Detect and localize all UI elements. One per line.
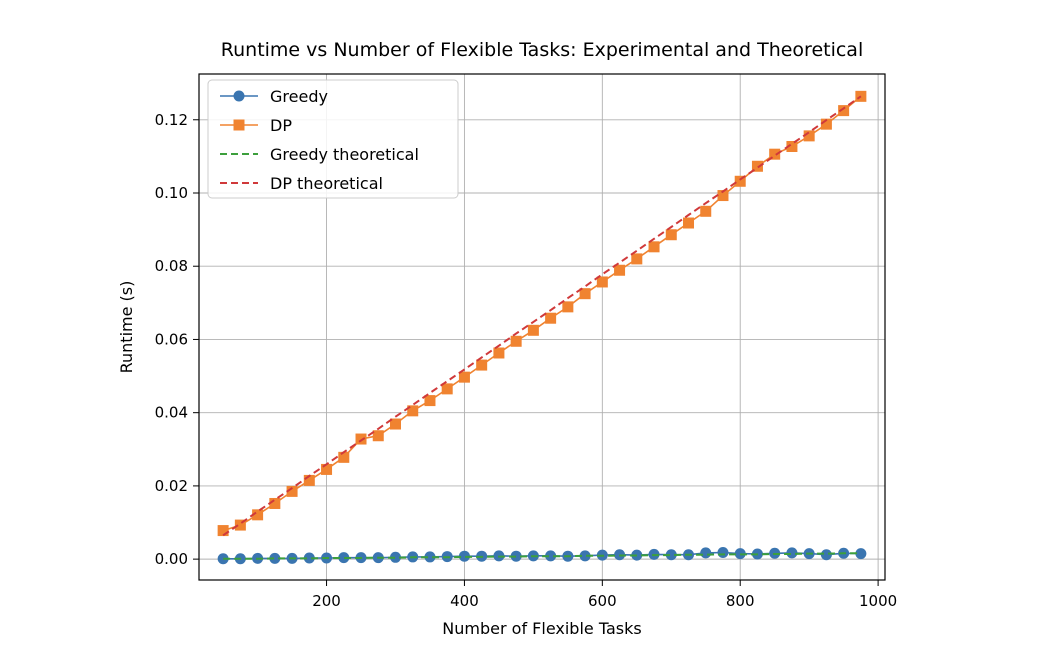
dp-point — [596, 276, 608, 288]
dp-point — [803, 130, 815, 142]
plot-frame — [198, 73, 886, 581]
greedy-point — [389, 551, 401, 563]
legend-item-dp: DP — [220, 116, 292, 135]
legend-label: Greedy — [270, 87, 328, 106]
dp-point — [545, 312, 557, 324]
dp-point — [631, 253, 643, 265]
greedy-point — [820, 549, 832, 561]
y-axis-label: Runtime (s) — [117, 281, 136, 374]
x-tick-label: 200 — [312, 592, 341, 610]
greedy-point — [579, 550, 591, 562]
dp-point — [700, 205, 712, 217]
dp-point — [234, 519, 246, 531]
greedy-point — [269, 552, 281, 564]
y-tick-label: 0.08 — [155, 257, 188, 275]
y-tick-label: 0.02 — [155, 477, 188, 495]
greedy-point — [303, 552, 315, 564]
dp-point — [286, 485, 298, 497]
dp-point — [389, 418, 401, 430]
dp-theoretical-line — [222, 95, 862, 537]
greedy-point — [458, 550, 470, 562]
chart-title: Runtime vs Number of Flexible Tasks: Exp… — [221, 39, 863, 61]
dp-point — [510, 335, 522, 347]
x-tick-label: 800 — [726, 592, 755, 610]
dp-point — [458, 371, 470, 383]
dp-point — [441, 383, 453, 395]
dp-point — [252, 509, 264, 521]
dp-point — [665, 229, 677, 241]
dp-point — [786, 140, 798, 152]
dp-point — [820, 118, 832, 130]
dp-point — [321, 463, 333, 475]
dp-point — [683, 217, 695, 229]
series-greedy — [217, 547, 867, 565]
dp-point — [355, 433, 367, 445]
legend-marker — [233, 119, 245, 131]
dp-point — [734, 175, 746, 187]
dp-point — [579, 288, 591, 300]
series-dp — [217, 90, 867, 537]
legend-marker — [233, 90, 245, 102]
dp-point — [614, 264, 626, 276]
legend-item-dp-theoretical: DP theoretical — [220, 174, 383, 193]
dp-point — [838, 105, 850, 117]
dp-point — [769, 148, 781, 160]
legend-label: DP — [270, 116, 292, 135]
dp-point — [424, 395, 436, 407]
greedy-theoretical-line — [223, 552, 861, 560]
dp-point — [751, 160, 763, 172]
x-axis-label: Number of Flexible Tasks — [442, 619, 641, 638]
y-tick-label: 0.06 — [155, 330, 188, 348]
axes: 200 400 600 800 1000 0.00 0.02 0.04 0.06 0.08 0.10… — [155, 111, 898, 610]
greedy-point — [786, 547, 798, 559]
series-greedy-theoretical — [223, 552, 861, 560]
legend-item-greedy-theoretical: Greedy theoretical — [220, 145, 419, 164]
y-tick-label: 0.00 — [155, 550, 188, 568]
series-dp-theoretical — [222, 95, 862, 537]
greedy-point — [510, 550, 522, 562]
dp-point — [372, 430, 384, 442]
dp-point — [217, 525, 229, 537]
x-tick-label: 600 — [588, 592, 617, 610]
dp-point — [562, 301, 574, 313]
dp-point — [407, 405, 419, 417]
dp-point — [493, 347, 505, 359]
greedy-point — [424, 551, 436, 563]
legend-label: Greedy theoretical — [270, 145, 419, 164]
x-tick-label: 1000 — [859, 592, 897, 610]
legend-item-greedy: Greedy — [220, 87, 328, 106]
plot-series — [217, 90, 867, 565]
dp-point — [303, 474, 315, 486]
greedy-point — [545, 550, 557, 562]
dp-point — [476, 359, 488, 371]
dp-point — [338, 451, 350, 463]
greedy-point — [855, 548, 867, 560]
dp-point — [269, 497, 281, 509]
legend-frame — [207, 79, 459, 199]
dp-point — [648, 241, 660, 253]
dp-point — [717, 190, 729, 202]
dp-point — [527, 324, 539, 336]
greedy-point — [717, 547, 729, 559]
greedy-point — [665, 549, 677, 561]
y-tick-label: 0.04 — [155, 404, 188, 422]
y-tick-label: 0.12 — [155, 111, 188, 129]
greedy-point — [338, 552, 350, 564]
legend-label: DP theoretical — [270, 174, 383, 193]
legend: Greedy DP Greedy theoretical DP theoretical — [207, 79, 459, 199]
y-tick-label: 0.10 — [155, 184, 188, 202]
x-tick-label: 400 — [450, 592, 479, 610]
greedy-point — [700, 547, 712, 559]
